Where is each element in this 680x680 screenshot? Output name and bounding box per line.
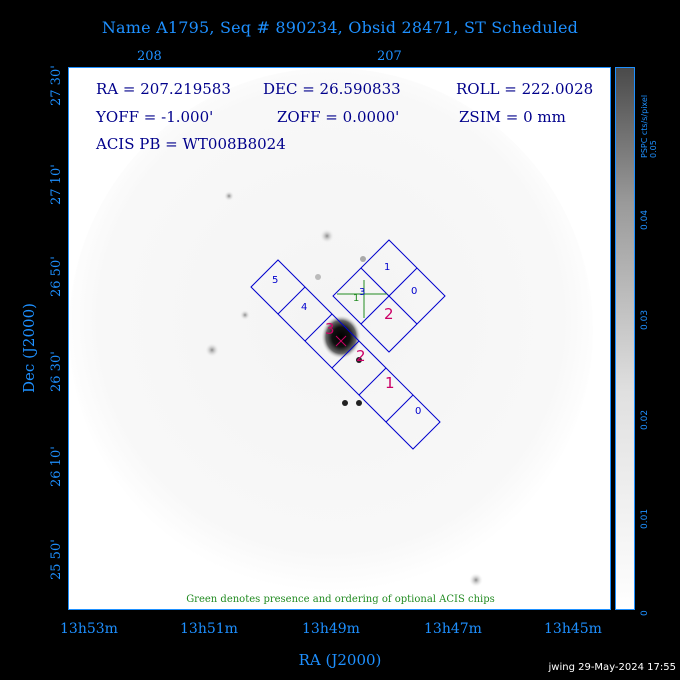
chip-label-s2: 2 — [356, 347, 366, 365]
xray-source — [342, 400, 348, 406]
colorbar-tick-001: 0.01 — [640, 508, 650, 529]
acis-s-array — [250, 259, 441, 450]
y-tick-27-30: 27 30' — [49, 65, 64, 106]
xray-source — [205, 343, 219, 357]
colorbar-unit: PSPC cts/s/pixel — [640, 94, 649, 158]
x-tick-13h45m: 13h45m — [544, 621, 602, 637]
xray-source — [320, 229, 334, 243]
yoff-value: YOFF = -1.000' — [96, 108, 214, 126]
xray-source — [315, 274, 321, 280]
x-tick-13h47m: 13h47m — [424, 621, 482, 637]
xray-source — [356, 400, 362, 406]
colorbar-tick-002: 0.02 — [640, 409, 650, 430]
timestamp: jwing 29-May-2024 17:55 — [548, 662, 677, 673]
aimpoint-marker — [335, 335, 347, 347]
x-tick-13h53m: 13h53m — [60, 621, 118, 637]
dec-value: DEC = 26.590833 — [263, 80, 401, 98]
chip-label-i2: 2 — [384, 305, 394, 323]
colorbar-tick-003: 0.03 — [640, 309, 650, 330]
acis-i-array — [332, 239, 446, 353]
colorbar-tick-004: 0.04 — [640, 209, 650, 230]
xray-source — [224, 191, 234, 201]
x-tick-13h49m: 13h49m — [302, 621, 360, 637]
chip-label-i3: 3 — [359, 287, 365, 298]
chip-label-s1: 1 — [385, 374, 395, 392]
y-axis-label: Dec (J2000) — [20, 303, 38, 393]
optional-chip-label: 1 — [353, 293, 359, 304]
y-tick-25-50: 25 50' — [49, 539, 64, 580]
ra-value: RA = 207.219583 — [96, 80, 231, 98]
chip-label-i1: 1 — [384, 262, 390, 273]
acis-pb-value: ACIS PB = WT008B8024 — [96, 135, 286, 153]
y-tick-27-10: 27 10' — [49, 164, 64, 205]
chip-label-s4: 4 — [301, 302, 307, 313]
chip-label-s5: 5 — [272, 275, 278, 286]
xray-source — [360, 256, 366, 262]
colorbar — [615, 67, 635, 610]
xray-source — [469, 573, 483, 587]
sky-image-svg: 5 4 3 2 1 0 1 0 3 2 1 — [69, 68, 593, 592]
colorbar-label: PSPC cts/s/pixel 0.05 — [640, 95, 658, 158]
optional-chips-note: Green denotes presence and ordering of o… — [186, 594, 495, 605]
y-tick-26-30: 26 30' — [49, 351, 64, 392]
x-tick-13h51m: 13h51m — [180, 621, 238, 637]
top-axis-tick-208: 208 — [137, 49, 162, 64]
chip-label-i0: 0 — [411, 286, 417, 297]
roll-value: ROLL = 222.0028 — [456, 80, 594, 98]
colorbar-tick-top: 0.05 — [649, 140, 658, 158]
plot-title: Name A1795, Seq # 890234, Obsid 28471, S… — [101, 18, 579, 37]
top-axis-tick-207: 207 — [377, 49, 402, 64]
zsim-value: ZSIM = 0 mm — [459, 108, 566, 126]
sky-image-plot: 5 4 3 2 1 0 1 0 3 2 1 RA = 207.219583 DE… — [68, 67, 611, 610]
colorbar-tick-0: 0 — [640, 610, 650, 616]
zoff-value: ZOFF = 0.0000' — [277, 108, 400, 126]
optional-chip-marks — [337, 280, 387, 318]
y-tick-26-10: 26 10' — [49, 446, 64, 487]
xray-source — [240, 310, 250, 320]
cluster-core — [321, 315, 361, 359]
xray-source — [356, 357, 362, 363]
y-tick-26-50: 26 50' — [49, 256, 64, 297]
x-axis-label: RA (J2000) — [298, 651, 382, 669]
chip-label-s0: 0 — [415, 406, 421, 417]
chip-label-s3: 3 — [325, 320, 335, 338]
